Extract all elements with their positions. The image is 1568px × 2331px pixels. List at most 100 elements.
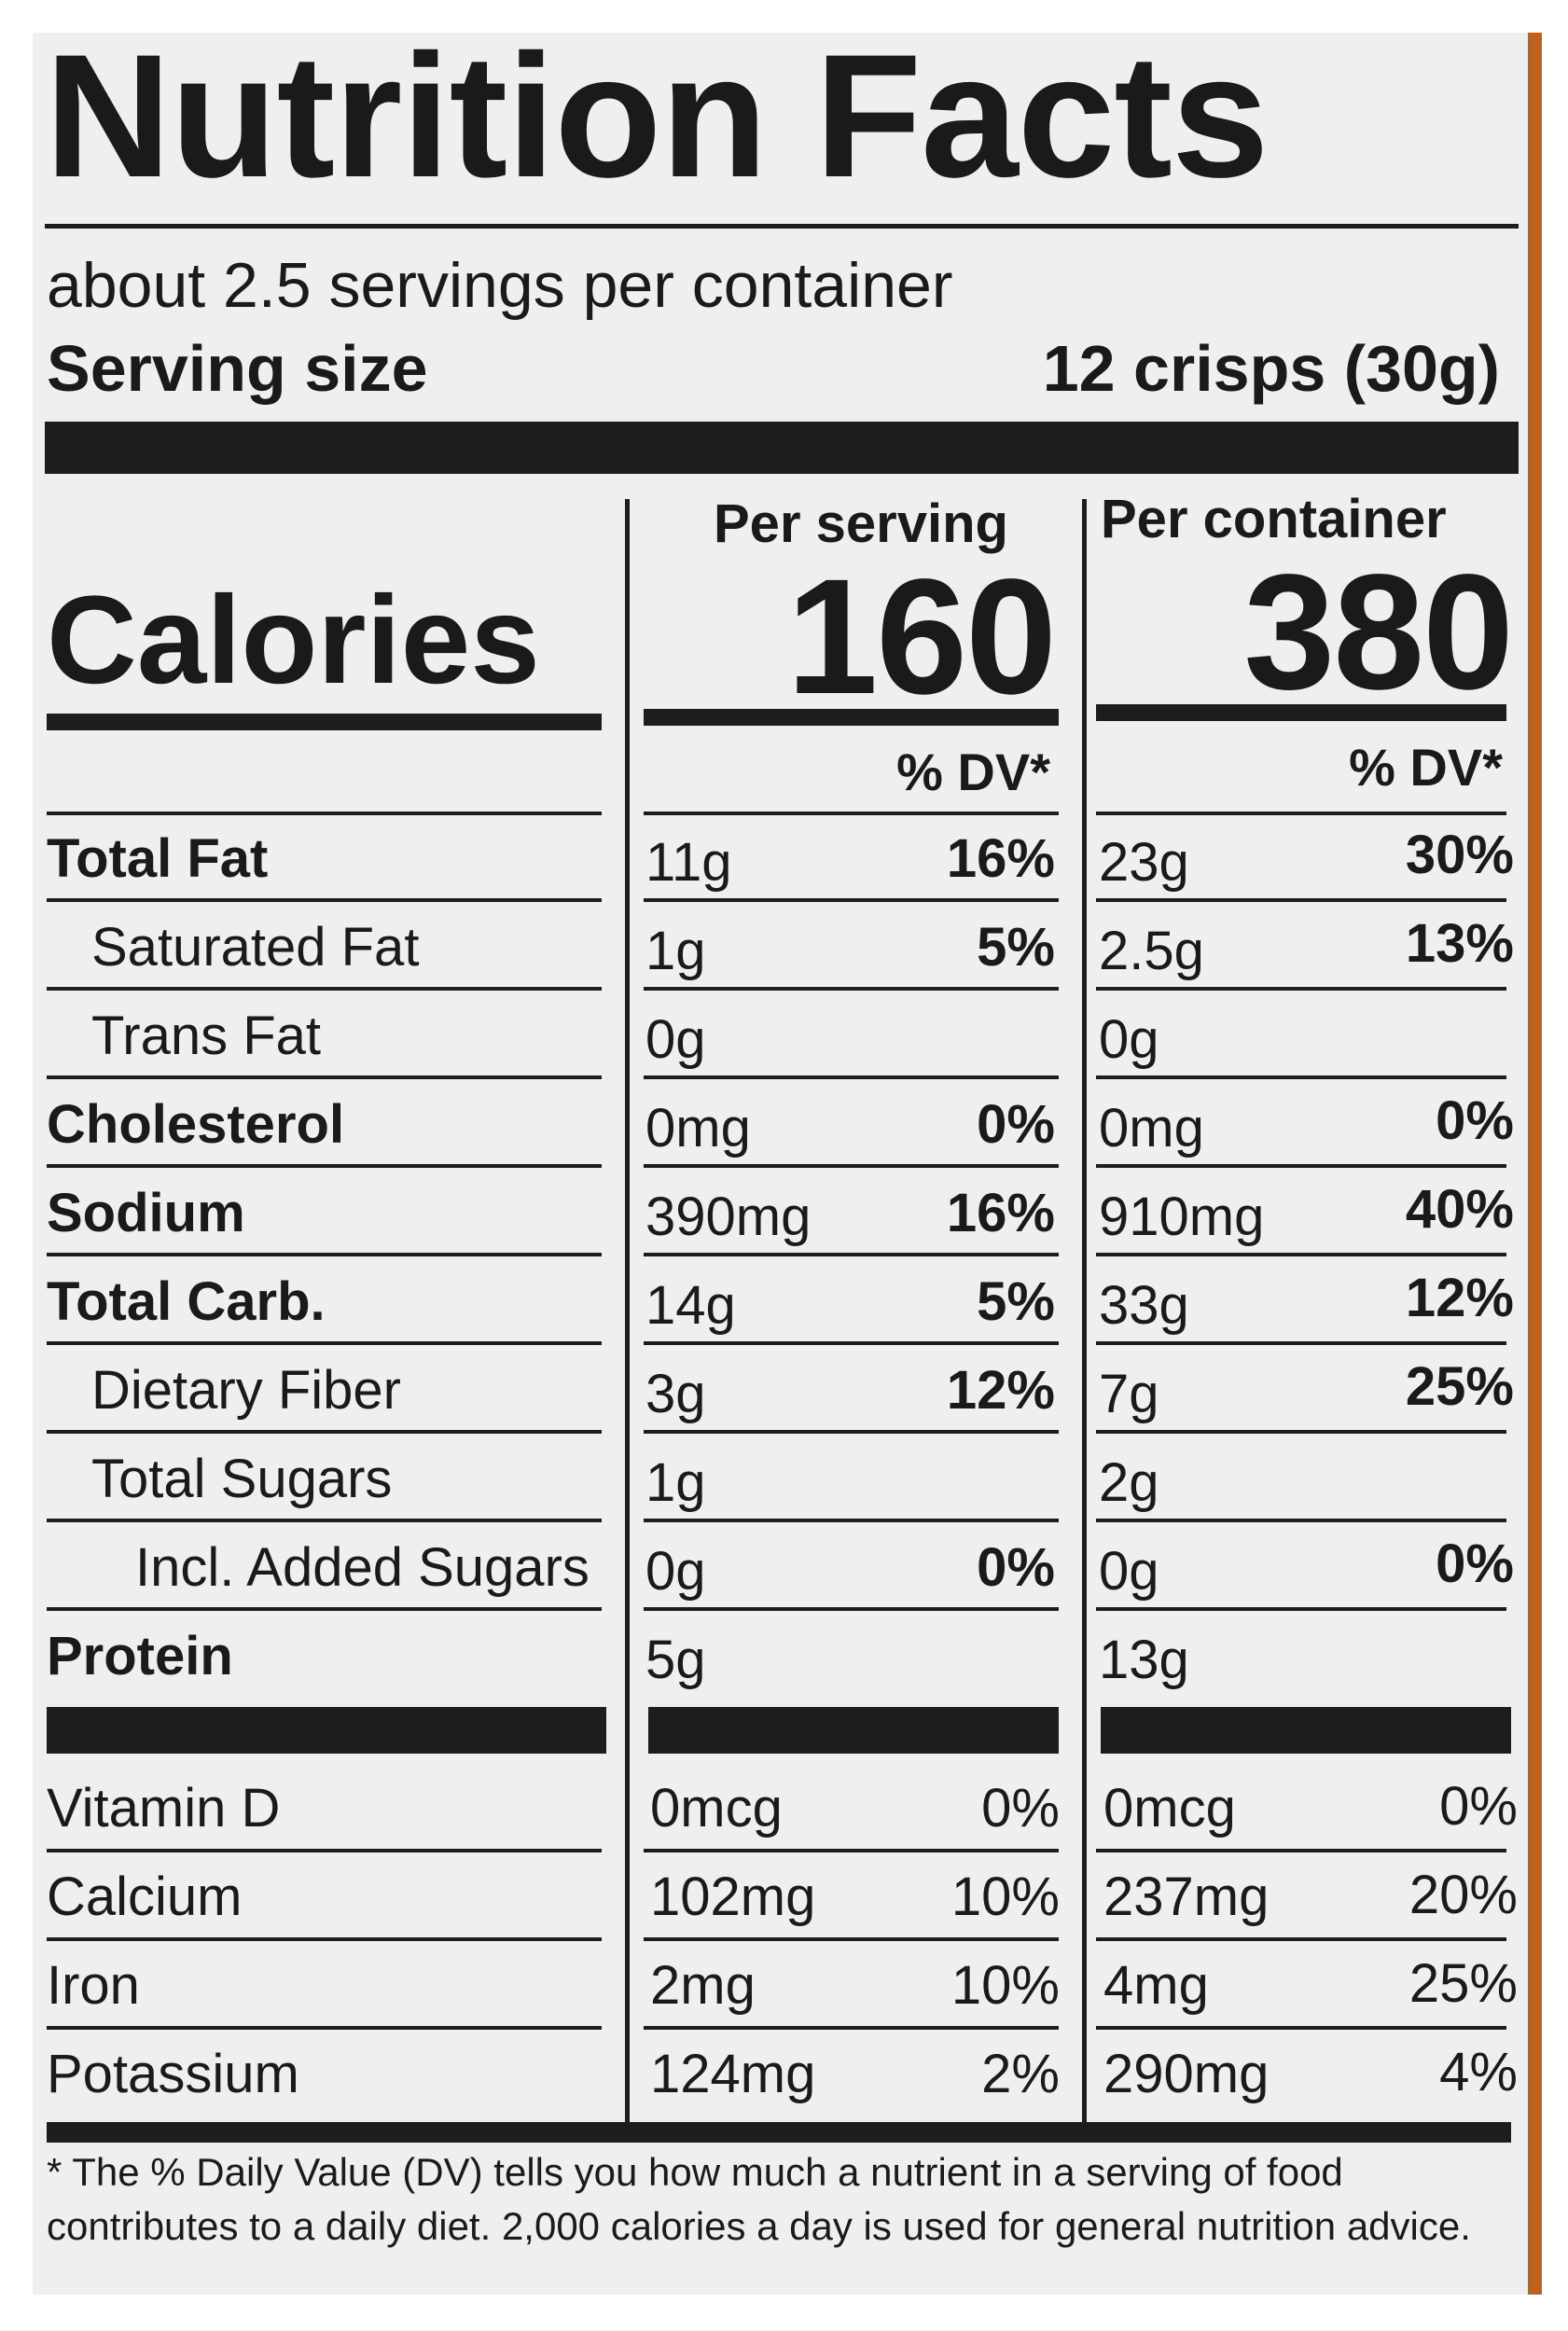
nutrition-panel xyxy=(33,33,1533,2295)
row-divider-0 xyxy=(47,1607,602,1611)
vitamin-divider-1 xyxy=(644,1849,1059,1852)
nutrient-name: Trans Fat xyxy=(91,1006,322,1066)
divider-thick xyxy=(45,422,1519,474)
row-divider-1 xyxy=(644,1253,1059,1256)
dv-header-container: % DV* xyxy=(1349,738,1503,797)
nutrient-name: Sodium xyxy=(47,1183,245,1243)
container-dv: 40% xyxy=(1405,1179,1514,1240)
row-divider-1 xyxy=(644,1519,1059,1522)
container-amount: 0g xyxy=(1099,1009,1159,1070)
vitamin-name: Calcium xyxy=(47,1866,243,1927)
serving-amount: 0g xyxy=(645,1009,706,1070)
serving-amount: 5g xyxy=(645,1630,706,1690)
vitamin-serving-amount: 102mg xyxy=(650,1866,816,1927)
serving-amount: 1g xyxy=(645,1452,706,1513)
row-divider-1 xyxy=(644,1607,1059,1611)
row-divider-1 xyxy=(644,1075,1059,1079)
vitamin-serving-amount: 0mcg xyxy=(650,1778,783,1838)
row-divider-2 xyxy=(1096,1341,1506,1345)
row-divider-2 xyxy=(1096,898,1506,902)
container-amount: 23g xyxy=(1099,832,1189,893)
row-divider-2 xyxy=(1096,1253,1506,1256)
serving-dv: 5% xyxy=(977,917,1055,978)
row-divider-1 xyxy=(644,812,1059,815)
row-divider-1 xyxy=(644,898,1059,902)
serving-amount: 14g xyxy=(645,1275,736,1336)
column-divider-left xyxy=(625,499,630,2127)
row-divider-0 xyxy=(47,1519,602,1522)
container-dv: 0% xyxy=(1436,1533,1514,1594)
nutrient-name: Protein xyxy=(47,1626,233,1686)
vitamin-divider-0 xyxy=(47,1937,602,1941)
vitamin-divider-2 xyxy=(1096,2026,1506,2030)
label-title: Nutrition Facts xyxy=(45,18,1269,214)
row-divider-2 xyxy=(1096,1164,1506,1168)
footnote: * The % Daily Value (DV) tells you how m… xyxy=(47,2150,1471,2248)
row-divider-2 xyxy=(1096,1075,1506,1079)
nutrient-name: Total Fat xyxy=(47,828,269,889)
vitamin-container-dv: 0% xyxy=(1439,1776,1518,1837)
container-amount: 2g xyxy=(1099,1452,1159,1513)
container-dv: 12% xyxy=(1405,1268,1514,1328)
vitamin-serving-amount: 2mg xyxy=(650,1955,756,2016)
row-divider-0 xyxy=(47,987,602,991)
container-amount: 13g xyxy=(1099,1630,1189,1690)
nutrient-name: Cholesterol xyxy=(47,1094,345,1155)
vitamin-divider-2 xyxy=(1096,1937,1506,1941)
divider-thick-vitamins-2 xyxy=(1101,1707,1511,1754)
row-divider-1 xyxy=(644,1164,1059,1168)
row-divider-0 xyxy=(47,1075,602,1079)
calories-per-serving: 160 xyxy=(786,546,1057,728)
calories-rule-mid xyxy=(644,709,1059,726)
row-divider-0 xyxy=(47,1253,602,1256)
vitamin-divider-1 xyxy=(644,1937,1059,1941)
dv-header-serving: % DV* xyxy=(896,742,1050,801)
container-amount: 0g xyxy=(1099,1541,1159,1602)
container-amount: 7g xyxy=(1099,1364,1159,1424)
divider-thick-bottom xyxy=(47,2122,1511,2143)
serving-amount: 1g xyxy=(645,921,706,981)
container-dv: 13% xyxy=(1405,913,1514,974)
nutrient-name: Dietary Fiber xyxy=(91,1360,401,1421)
serving-dv: 12% xyxy=(946,1360,1055,1421)
nutrient-name: Incl. Added Sugars xyxy=(135,1537,590,1598)
divider-thick-vitamins-1 xyxy=(648,1707,1059,1754)
row-divider-1 xyxy=(644,1430,1059,1434)
vitamin-serving-dv: 10% xyxy=(951,1955,1060,2016)
container-dv: 25% xyxy=(1405,1356,1514,1417)
row-divider-1 xyxy=(644,1341,1059,1345)
divider-thin xyxy=(45,224,1519,229)
servings-per-container: about 2.5 servings per container xyxy=(47,250,953,321)
vitamin-container-dv: 4% xyxy=(1439,2042,1518,2102)
package-edge xyxy=(1531,33,1542,2295)
divider-thick-vitamins-0 xyxy=(47,1707,606,1754)
column-divider-right xyxy=(1082,499,1087,2127)
row-divider-2 xyxy=(1096,1607,1506,1611)
vitamin-name: Potassium xyxy=(47,2044,299,2104)
vitamin-divider-0 xyxy=(47,1849,602,1852)
calories-rule-right xyxy=(1096,704,1506,721)
container-amount: 33g xyxy=(1099,1275,1189,1336)
serving-amount: 390mg xyxy=(645,1186,812,1247)
serving-size-label: Serving size xyxy=(47,332,428,405)
nutrient-name: Saturated Fat xyxy=(91,917,420,978)
row-divider-2 xyxy=(1096,987,1506,991)
nutrient-name: Total Carb. xyxy=(47,1271,326,1332)
vitamin-container-dv: 25% xyxy=(1408,1953,1518,2014)
vitamin-container-amount: 237mg xyxy=(1103,1866,1270,1927)
row-divider-0 xyxy=(47,1430,602,1434)
vitamin-serving-dv: 2% xyxy=(981,2044,1060,2104)
serving-dv: 0% xyxy=(977,1094,1055,1155)
vitamin-serving-dv: 0% xyxy=(981,1778,1060,1838)
serving-amount: 0g xyxy=(645,1541,706,1602)
row-divider-0 xyxy=(47,1341,602,1345)
vitamin-container-dv: 20% xyxy=(1408,1865,1518,1925)
nutrient-name: Total Sugars xyxy=(91,1449,393,1509)
vitamin-container-amount: 290mg xyxy=(1103,2044,1270,2104)
container-amount: 0mg xyxy=(1099,1098,1204,1159)
row-divider-0 xyxy=(47,1164,602,1168)
serving-amount: 11g xyxy=(645,832,732,893)
row-divider-0 xyxy=(47,812,602,815)
vitamin-divider-2 xyxy=(1096,1849,1506,1852)
serving-dv: 0% xyxy=(977,1537,1055,1598)
